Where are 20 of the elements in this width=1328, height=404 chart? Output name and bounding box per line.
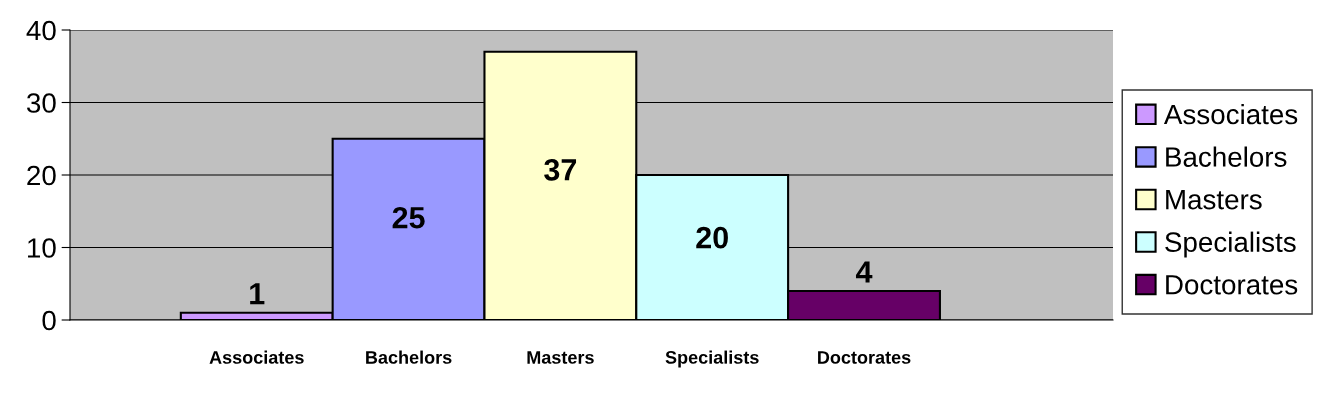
legend-label: Masters (1166, 190, 1262, 210)
x-tick-label: Associates (209, 350, 304, 364)
data-label: 4 (855, 261, 873, 283)
x-tick-label: Masters (527, 351, 594, 364)
x-tick-label: Specialists (665, 350, 759, 368)
legend-label: Specialists (1165, 231, 1296, 258)
legend-label: Bachelors (1166, 146, 1287, 167)
x-tick-label: Bachelors (366, 350, 452, 364)
y-tick-label: 20 (27, 165, 56, 186)
data-label: 37 (544, 159, 577, 181)
data-label: 25 (392, 206, 425, 229)
y-tick-label: 30 (26, 93, 56, 113)
x-tick-label: Doctorates (818, 351, 911, 364)
y-tick-label: 0 (42, 310, 56, 331)
y-tick-label: 40 (26, 20, 56, 41)
legend-label: Doctorates (1166, 275, 1298, 295)
legend-label: Associates (1163, 103, 1298, 125)
y-tick-label: 10 (28, 238, 56, 258)
data-label: 20 (696, 226, 728, 249)
data-label: 1 (250, 283, 265, 305)
